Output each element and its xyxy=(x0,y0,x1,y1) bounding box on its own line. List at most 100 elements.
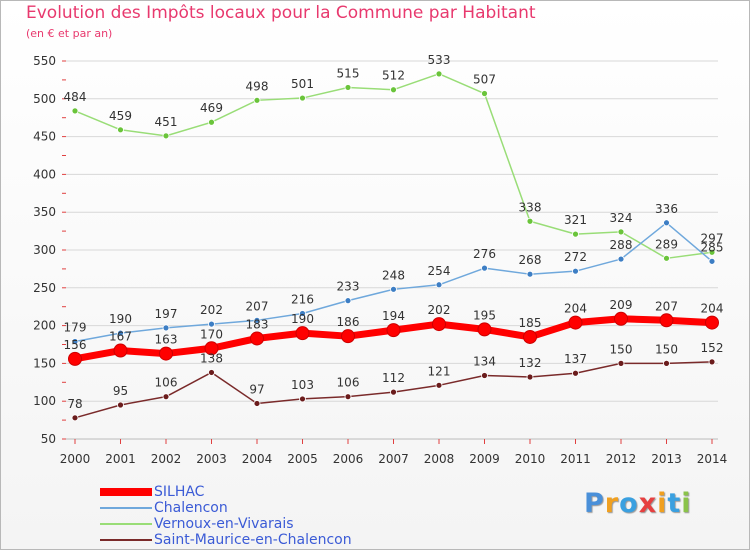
data-point xyxy=(663,219,670,227)
data-label: 498 xyxy=(246,79,269,93)
x-tick-label: 2007 xyxy=(378,452,409,466)
data-point xyxy=(253,316,261,324)
data-label: 533 xyxy=(428,53,451,67)
legend-item: SILHAC xyxy=(100,484,400,500)
data-point xyxy=(159,346,173,361)
data-point xyxy=(71,414,79,422)
data-label: 194 xyxy=(382,309,405,323)
legend-swatch xyxy=(100,539,152,541)
data-point xyxy=(162,393,170,401)
data-label: 112 xyxy=(382,371,405,385)
data-point xyxy=(71,338,79,345)
data-point xyxy=(344,393,352,401)
data-point xyxy=(390,388,397,396)
data-label: 515 xyxy=(337,66,360,80)
data-point xyxy=(617,255,625,263)
axes: 50 100 150 200 250 300 350 400 450 500 550 2000 2001… xyxy=(33,54,727,466)
x-tick-label: 2005 xyxy=(287,452,318,466)
data-point xyxy=(208,369,215,376)
y-tick-label: 550 xyxy=(33,54,56,68)
legend-label: Saint-Maurice-en-Chalencon xyxy=(154,532,352,548)
data-point xyxy=(663,254,670,262)
y-tick-label: 300 xyxy=(33,243,56,257)
data-point xyxy=(299,94,306,102)
data-label: 95 xyxy=(113,384,128,398)
data-label: 459 xyxy=(109,109,132,123)
data-label: 163 xyxy=(155,333,178,347)
data-point xyxy=(208,118,215,126)
y-tick-label: 500 xyxy=(33,92,56,106)
y-tick-label: 250 xyxy=(33,281,56,295)
x-tick-label: 2010 xyxy=(515,452,546,466)
y-tick-label: 450 xyxy=(33,130,56,144)
data-point xyxy=(117,126,124,134)
data-point xyxy=(708,358,716,366)
data-point xyxy=(204,341,219,356)
series-line-Vernoux-en-Vivarais xyxy=(74,73,713,260)
data-point xyxy=(435,381,443,389)
data-point xyxy=(68,351,82,366)
data-label: 137 xyxy=(564,352,587,366)
data-point xyxy=(481,264,488,272)
data-label: 202 xyxy=(200,303,223,317)
data-label: 288 xyxy=(610,238,633,252)
data-point xyxy=(572,369,579,377)
data-label: 190 xyxy=(291,312,314,326)
data-label: 268 xyxy=(519,253,542,267)
data-label: 248 xyxy=(382,268,405,282)
data-point xyxy=(299,310,306,317)
data-label: 321 xyxy=(564,213,587,227)
chart-subtitle: (en € et par an) xyxy=(26,27,113,40)
data-point xyxy=(117,329,124,337)
data-point xyxy=(390,285,397,293)
data-point xyxy=(481,90,488,97)
data-point xyxy=(663,359,670,367)
data-label: 216 xyxy=(291,293,314,307)
data-label: 190 xyxy=(109,312,132,326)
data-label: 106 xyxy=(155,376,178,390)
data-point xyxy=(568,315,583,330)
x-tick-label: 2001 xyxy=(105,452,136,466)
x-tick-label: 2009 xyxy=(469,452,500,466)
data-point xyxy=(71,107,79,115)
data-label: 451 xyxy=(155,115,178,129)
data-label: 121 xyxy=(428,364,451,378)
data-label: 183 xyxy=(246,317,269,331)
data-label: 78 xyxy=(67,397,82,411)
y-tick-label: 50 xyxy=(41,432,56,446)
proxiti-logo: Proxiti xyxy=(584,488,692,519)
data-point xyxy=(344,84,352,91)
legend-item: Saint-Maurice-en-Chalencon xyxy=(100,532,400,548)
data-label: 272 xyxy=(564,250,587,264)
x-tick-label: 2004 xyxy=(242,452,273,466)
data-label: 501 xyxy=(291,77,314,91)
data-label: 276 xyxy=(473,247,496,261)
data-label: 132 xyxy=(519,356,542,370)
x-tick-label: 2002 xyxy=(151,452,182,466)
data-label: 297 xyxy=(701,231,724,245)
legend-item: Vernoux-en-Vivarais xyxy=(100,516,400,532)
data-point xyxy=(113,343,128,358)
data-point xyxy=(659,313,674,328)
data-label: 167 xyxy=(109,330,132,344)
data-label: 207 xyxy=(246,299,269,313)
data-label: 512 xyxy=(382,69,405,83)
data-point xyxy=(295,326,310,341)
data-label: 103 xyxy=(291,378,314,392)
data-label: 150 xyxy=(610,342,633,356)
data-point xyxy=(253,96,261,104)
data-label: 209 xyxy=(610,298,633,312)
data-label: 97 xyxy=(249,382,264,396)
data-point xyxy=(614,311,628,326)
data-label: 484 xyxy=(64,90,87,104)
data-point xyxy=(708,248,716,256)
y-tick-label: 100 xyxy=(33,394,56,408)
y-tick-label: 400 xyxy=(33,167,56,181)
data-point xyxy=(344,297,352,305)
data-label: 185 xyxy=(519,316,542,330)
labels-layer: 156 167 163 170 183 190 186 194 202 195 185 204 209 2… xyxy=(64,53,724,411)
data-point xyxy=(253,400,261,407)
x-tick-label: 2008 xyxy=(424,452,455,466)
data-point xyxy=(617,359,625,367)
